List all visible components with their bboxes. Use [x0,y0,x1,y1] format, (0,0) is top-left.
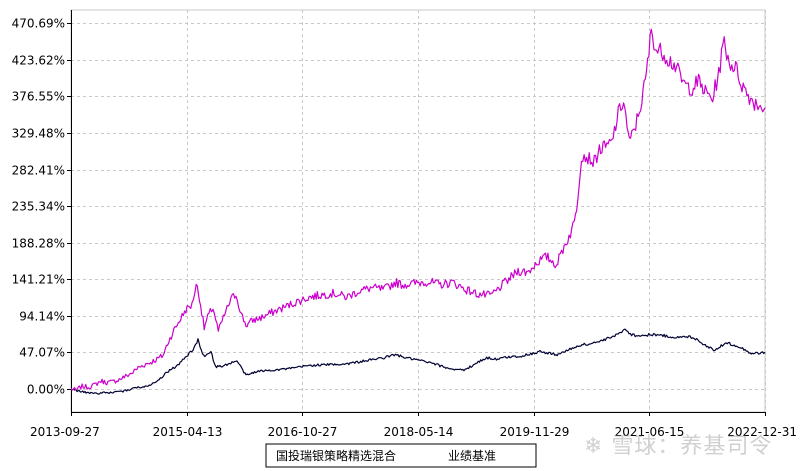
series-lines [70,28,766,395]
legend: 国投瑞银策略精选混合 业绩基准 [265,443,537,468]
x-tick-label: 2019-11-29 [500,425,570,439]
watermark-logo: ❄ 雪球：养基司令 [584,434,773,459]
x-tick-label: 2013-09-27 [30,425,100,439]
y-tick-label: 188.28% [12,237,65,251]
legend-box [265,443,537,468]
series-line-fund [70,28,766,391]
y-tick-label: 282.41% [12,164,65,178]
y-tick-label: 47.07% [19,346,65,360]
series-line-benchmark [70,328,766,395]
y-tick-label: 0.00% [27,383,65,397]
y-tick-label: 470.69% [12,17,65,31]
y-tick-label: 376.55% [12,90,65,104]
x-axis-ticks: 2013-09-27 2015-04-13 2016-10-27 2018-05-14… [30,412,797,439]
x-tick-label: 2015-04-13 [153,425,223,439]
x-tick-label: 2022-12-31 [727,425,797,439]
y-tick-label: 235.34% [12,200,65,214]
y-tick-label: 141.21% [12,273,65,287]
legend-label-benchmark: 业绩基准 [448,449,496,463]
y-tick-label: 329.48% [12,127,65,141]
x-tick-label: 2016-10-27 [268,425,338,439]
legend-label-fund: 国投瑞银策略精选混合 [276,448,396,463]
grid [71,10,766,412]
x-tick-label: 2018-05-14 [384,425,454,439]
x-tick-label: 2021-06-15 [615,425,685,439]
y-axis-ticks: 0.00% 47.07% 94.14% 141.21% 188.28% 235.34% 28… [12,17,71,397]
y-tick-label: 423.62% [12,54,65,68]
y-tick-label: 94.14% [19,310,65,324]
